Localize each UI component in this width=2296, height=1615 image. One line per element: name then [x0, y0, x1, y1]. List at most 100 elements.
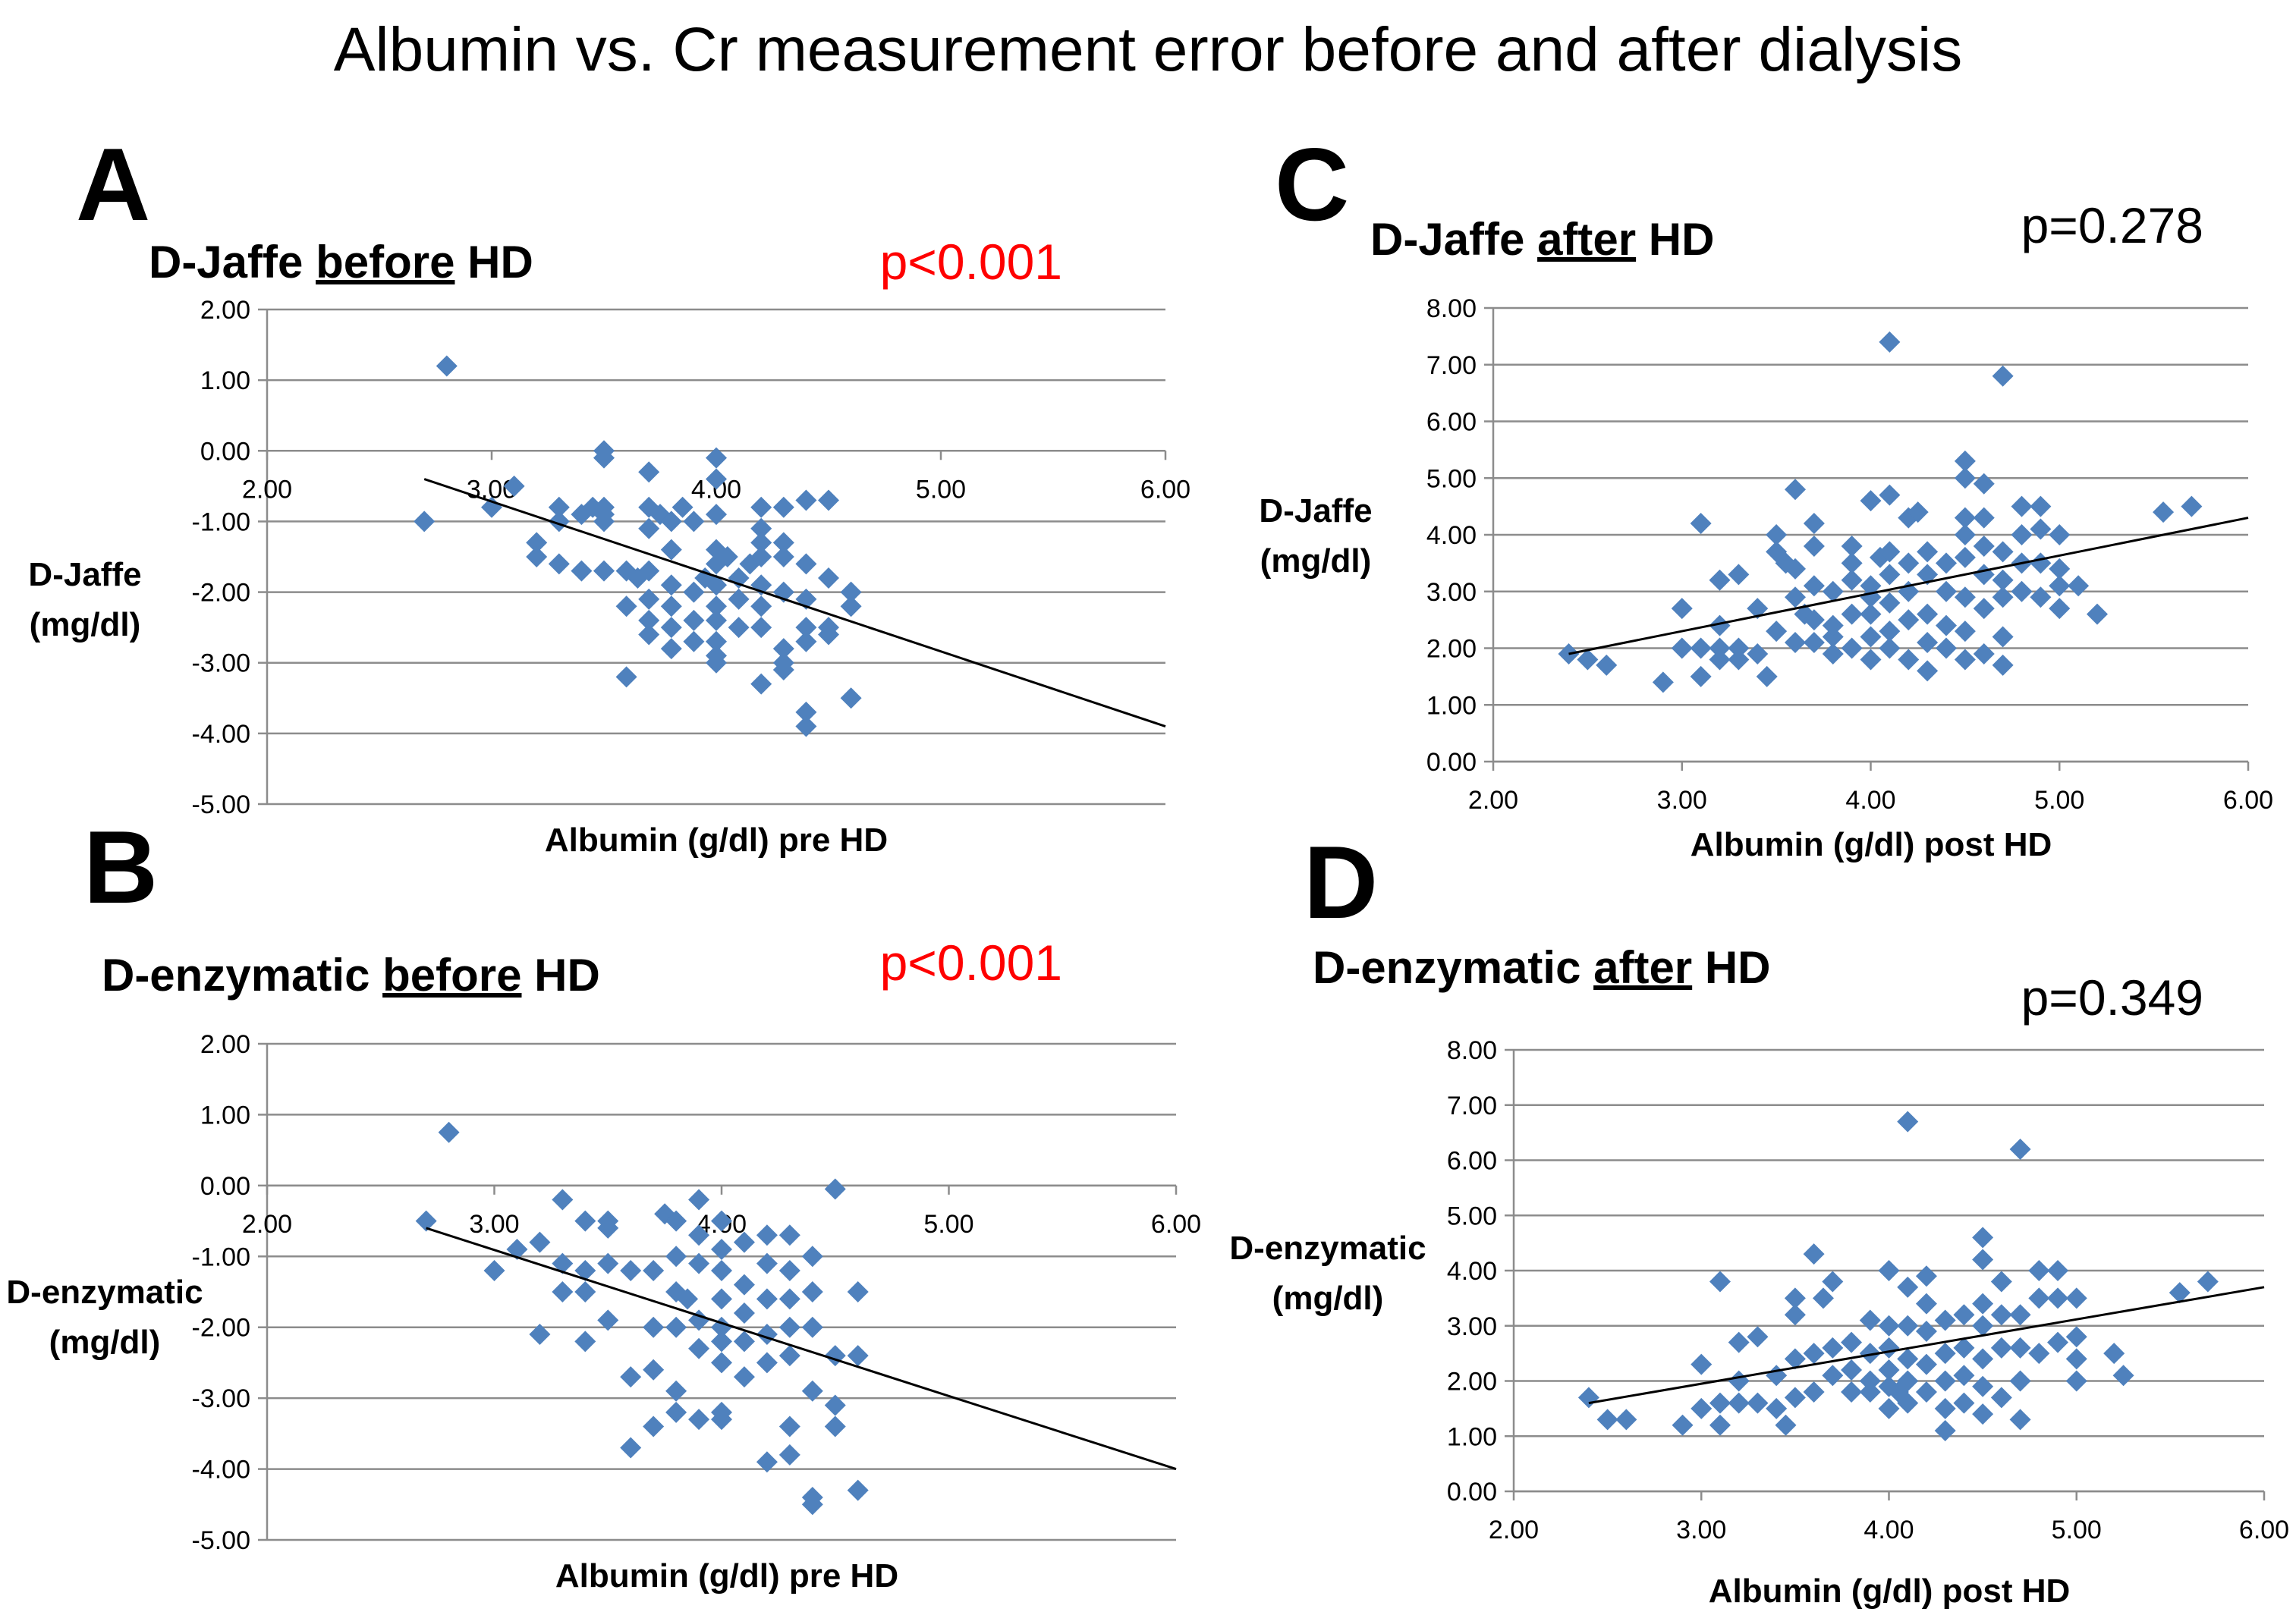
panel-a-point [706, 630, 727, 652]
panel-d-ytick-label: 2.00 [1447, 1368, 1497, 1397]
panel-d-xtick-label: 3.00 [1676, 1516, 1726, 1544]
panel-a-pvalue: p<0.001 [880, 234, 1062, 290]
panel-b-point [552, 1281, 574, 1302]
panel-a-ytick-label: -5.00 [192, 790, 251, 819]
panel-a-ytick-label: 1.00 [200, 366, 250, 395]
panel-b-ylabel: (mg/dl) [49, 1324, 161, 1361]
panel-c-point [1709, 614, 1731, 636]
panel-d-point [2112, 1365, 2134, 1387]
panel-b-point [597, 1309, 619, 1331]
panel-a-point [593, 560, 615, 582]
panel-b-point [756, 1451, 778, 1473]
panel-a-title-part: before [316, 237, 454, 287]
panel-a-point [772, 659, 794, 681]
panel-b-point [778, 1224, 800, 1246]
panel-c-point [1936, 552, 1957, 574]
panel-a-point [818, 624, 839, 646]
panel-b-point [665, 1316, 687, 1338]
panel-a-point [750, 673, 772, 695]
panel-b: B D-enzymatic before HD p<0.001 2.00 1.00 0.0… [6, 809, 1201, 1595]
panel-c-point [1709, 569, 1731, 591]
panel-c-point [2049, 524, 2071, 545]
panel-b-point [756, 1352, 778, 1374]
panel-a-point [772, 496, 794, 518]
panel-a-point [436, 355, 458, 377]
panel-c-point [1860, 626, 1882, 648]
panel-d-point [1775, 1414, 1797, 1436]
panel-b-letter: B [83, 809, 158, 925]
panel-d-xtick-label: 6.00 [2239, 1516, 2289, 1544]
panel-d-point [1915, 1321, 1937, 1343]
panel-d-point [2009, 1409, 2031, 1431]
panel-d-point [1615, 1409, 1637, 1431]
panel-a-point [706, 468, 727, 490]
panel-a-point [795, 630, 817, 652]
panel-a-point [683, 581, 705, 603]
panel-a-point [660, 595, 682, 617]
panel-c-point [1936, 614, 1957, 636]
panel-d-point [1803, 1343, 1825, 1365]
panel-a-point [706, 574, 727, 596]
panel-c-title: D-Jaffe after HD [1370, 214, 1714, 265]
panel-c-point [1709, 637, 1731, 659]
panel-c-point [1992, 654, 2014, 676]
panel-a-xtick-label: 5.00 [916, 475, 966, 504]
panel-a-point [706, 595, 727, 617]
panel-c-point [1879, 541, 1901, 563]
panel-d-point [1897, 1111, 1919, 1133]
panel-b-point [483, 1259, 505, 1281]
panel-d-point [1897, 1315, 1919, 1337]
panel-a-point [526, 532, 548, 554]
panel-b-point [574, 1281, 596, 1302]
panel-d-ylabel: D-enzymatic [1229, 1230, 1426, 1267]
panel-c-point [2030, 586, 2052, 608]
panel-b-point [711, 1331, 732, 1353]
panel-b-ytick-label: -5.00 [192, 1526, 251, 1555]
panel-c-point [1747, 643, 1769, 665]
panel-c-ylabel: D-Jaffe [1259, 492, 1372, 529]
panel-c-point [1841, 552, 1863, 574]
panel-b-point [801, 1316, 823, 1338]
panel-b-point [574, 1259, 596, 1281]
panel-b-point [733, 1274, 755, 1296]
panel-a-point [728, 588, 750, 610]
panel-b-point [438, 1121, 460, 1143]
panel-c-point [2011, 495, 2033, 517]
panel-a-point [660, 638, 682, 660]
panel-a-point [750, 532, 772, 554]
panel-d-point [1691, 1353, 1713, 1375]
panel-c-point [1879, 331, 1901, 353]
panel-c-ytick-label: 0.00 [1426, 748, 1477, 777]
panel-b-title: D-enzymatic before HD [102, 950, 600, 1001]
panel-b-point [688, 1224, 710, 1246]
panel-d-point [1784, 1348, 1806, 1370]
panel-d-ytick-label: 0.00 [1447, 1478, 1497, 1507]
panel-c-point [1992, 586, 2014, 608]
panel-c-point [1690, 665, 1712, 687]
panel-c-point [1728, 637, 1750, 659]
panel-d-point [1859, 1381, 1881, 1403]
panel-d-point [1972, 1375, 1994, 1397]
panel-c-point [1917, 564, 1939, 586]
panel-c-point [1756, 665, 1778, 687]
panel-d-point [1972, 1315, 1994, 1337]
panel-d-point [2009, 1138, 2031, 1160]
panel-a-point [706, 652, 727, 674]
panel-b-point [529, 1231, 551, 1253]
panel-b-point [847, 1281, 869, 1302]
panel-c-letter: C [1275, 127, 1349, 242]
panel-b-trendline [426, 1227, 1177, 1470]
panel-c-xtick-label: 6.00 [2223, 786, 2273, 815]
panel-d-point [1934, 1370, 1956, 1392]
panel-c-point [1954, 649, 1976, 671]
panel-b-point [756, 1224, 778, 1246]
panel-d-point [2065, 1348, 2087, 1370]
panel-b-ytick-label: -2.00 [192, 1314, 251, 1343]
panel-c-point [1671, 598, 1693, 620]
panel-b-point [824, 1178, 846, 1200]
panel-b-point [733, 1331, 755, 1353]
panel-a-xtick-label: 6.00 [1140, 475, 1190, 504]
panel-a-ytick-label: 0.00 [200, 437, 250, 466]
panel-d-point [1934, 1343, 1956, 1365]
panel-b-ytick-label: 2.00 [200, 1030, 250, 1059]
